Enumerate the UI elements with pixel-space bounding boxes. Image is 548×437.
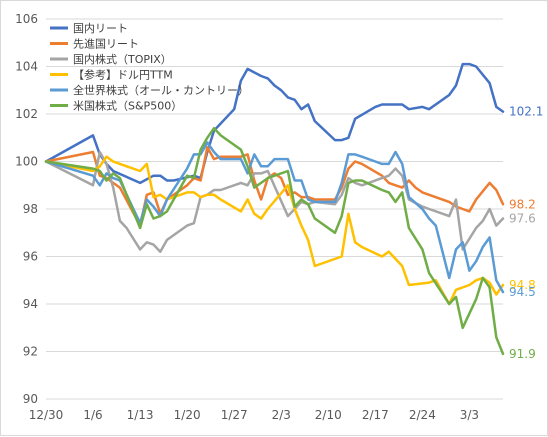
x-tick-label: 1/27	[221, 408, 248, 422]
x-axis-ticks: 12/30 1/6 1/13 1/20 1/27 2/3 2/10 2/17 2/24 3/3	[29, 408, 479, 422]
x-tick-label: 2/17	[362, 408, 389, 422]
series-end-label: 102.1	[509, 105, 543, 119]
series-end-label: 94.5	[509, 285, 536, 299]
x-tick-label: 2/24	[409, 408, 436, 422]
x-tick-label: 12/30	[29, 408, 64, 422]
y-tick-label: 104	[15, 60, 38, 74]
y-tick-label: 92	[23, 345, 38, 359]
series-end-label: 97.6	[509, 212, 536, 226]
x-tick-label: 1/6	[83, 408, 102, 422]
end-labels: 102.1 98.297.6 94.894.5 91.9	[509, 105, 543, 361]
legend-entry: 先進国リート	[73, 38, 139, 51]
x-tick-label: 1/13	[127, 408, 154, 422]
x-tick-label: 1/20	[174, 408, 201, 422]
y-axis-ticks: 90 92 94 96 98 100 102 104 106	[15, 12, 38, 406]
series-line	[44, 126, 505, 356]
series-end-label: 98.2	[509, 197, 536, 211]
x-tick-label: 3/3	[460, 408, 479, 422]
y-tick-label: 94	[23, 297, 38, 311]
y-tick-label: 90	[23, 392, 38, 406]
x-tick-label: 2/3	[272, 408, 291, 422]
series-end-label: 91.9	[509, 347, 536, 361]
series-line	[44, 141, 505, 294]
y-tick-label: 106	[15, 12, 38, 26]
legend-entry: 全世界株式（オール・カントリー）	[73, 83, 249, 97]
series-lines	[44, 62, 505, 356]
legend-entry: 国内リート	[73, 21, 128, 35]
gridlines	[46, 18, 503, 400]
legend-entry: 国内株式（TOPIX）	[73, 52, 172, 66]
y-tick-label: 96	[23, 250, 38, 264]
series-line	[44, 62, 505, 185]
legend-entry: 【参考】ドル円TTM	[73, 68, 173, 82]
legend-entry: 米国株式（S&P500）	[73, 99, 182, 113]
y-tick-label: 102	[15, 107, 38, 121]
x-tick-label: 2/10	[315, 408, 342, 422]
y-tick-label: 98	[23, 202, 38, 216]
series-end-label: 94.8	[509, 278, 536, 292]
y-tick-label: 100	[15, 155, 38, 169]
